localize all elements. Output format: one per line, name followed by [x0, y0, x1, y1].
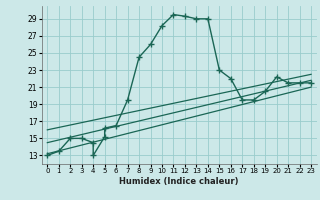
X-axis label: Humidex (Indice chaleur): Humidex (Indice chaleur): [119, 177, 239, 186]
